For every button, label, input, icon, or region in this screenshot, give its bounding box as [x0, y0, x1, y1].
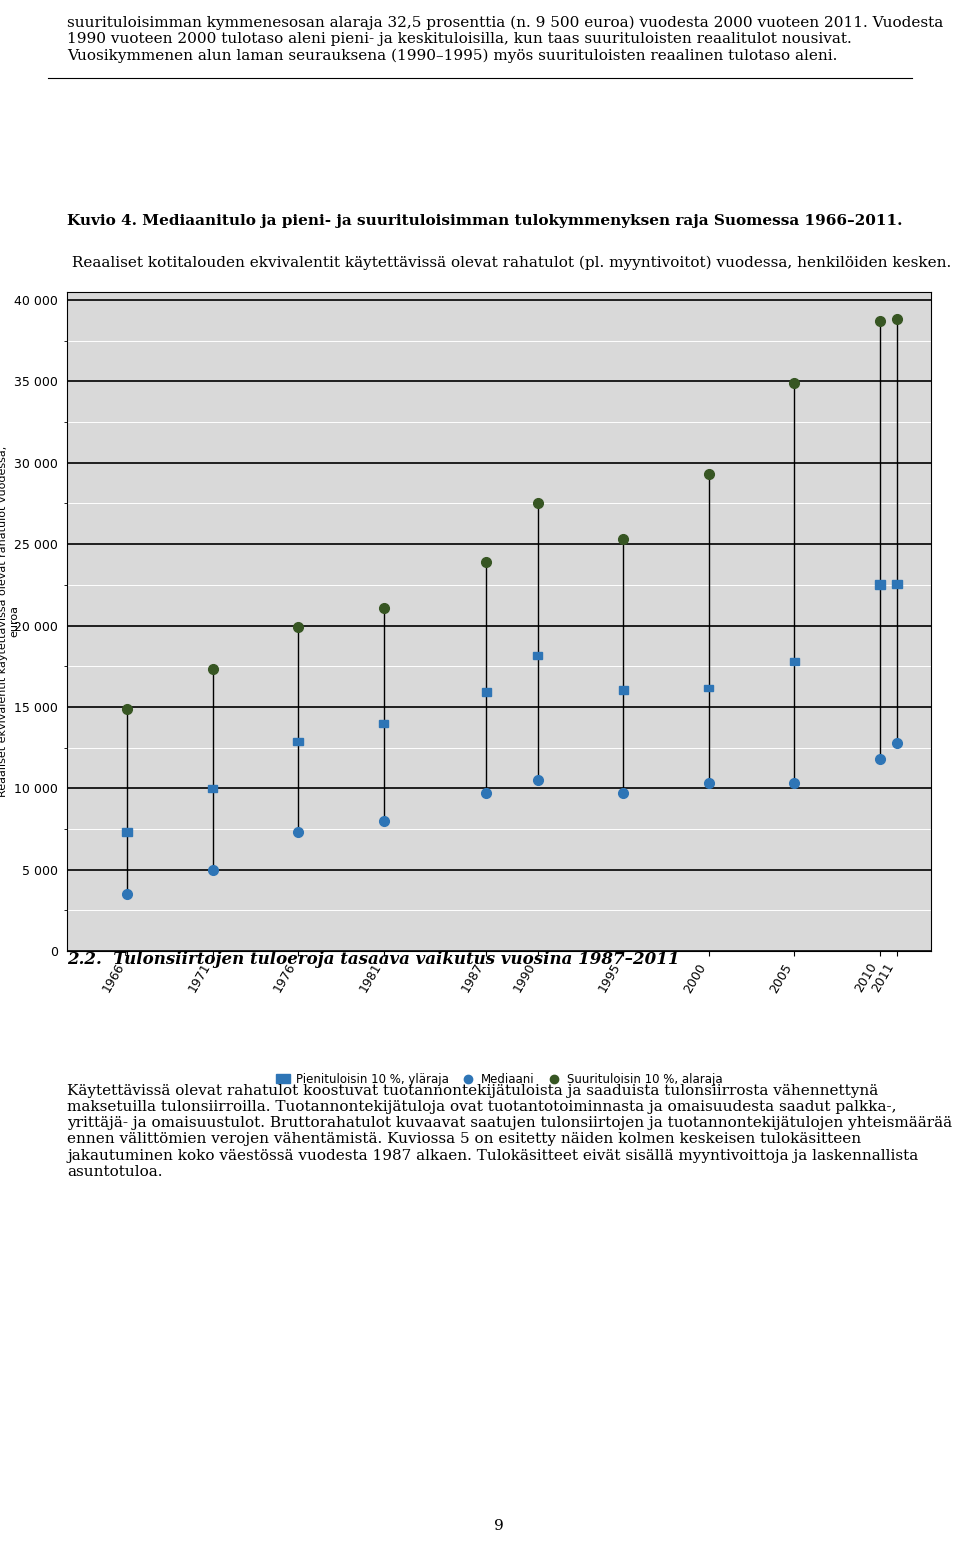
FancyBboxPatch shape — [876, 581, 884, 588]
FancyBboxPatch shape — [122, 828, 132, 836]
FancyBboxPatch shape — [482, 689, 492, 696]
Text: Kuvio 4. Mediaanitulo ja pieni- ja suurituloisimman tulokymmenyksen raja Suomess: Kuvio 4. Mediaanitulo ja pieni- ja suuri… — [67, 214, 902, 228]
Y-axis label: Reaaliset ekvivalentit käytettävissä olevat rahatulot vuodessa,
euroa: Reaaliset ekvivalentit käytettävissä ole… — [0, 446, 19, 797]
Text: Käytettävissä olevat rahatulot koostuvat tuotannontekijätuloista ja saaduista tu: Käytettävissä olevat rahatulot koostuvat… — [67, 1083, 952, 1178]
Legend: Pienituloisin 10 %, yläraja, Mediaani, Suurituloisin 10 %, alaraja: Pienituloisin 10 %, yläraja, Mediaani, S… — [272, 1067, 727, 1091]
FancyBboxPatch shape — [208, 786, 217, 792]
FancyBboxPatch shape — [379, 720, 389, 728]
FancyBboxPatch shape — [294, 737, 302, 745]
Text: Reaaliset kotitalouden ekvivalentit käytettävissä olevat rahatulot (pl. myyntivo: Reaaliset kotitalouden ekvivalentit käyt… — [67, 255, 951, 271]
FancyBboxPatch shape — [533, 651, 542, 659]
FancyBboxPatch shape — [704, 685, 713, 690]
FancyBboxPatch shape — [892, 581, 901, 588]
Text: 2.2.  Tulonsiirtojen tuloeroja tasaava vaikutus vuosina 1987–2011: 2.2. Tulonsiirtojen tuloeroja tasaava va… — [67, 952, 680, 969]
Text: suurituloisimman kymmenesosan alaraja 32,5 prosenttia (n. 9 500 euroa) vuodesta : suurituloisimman kymmenesosan alaraja 32… — [67, 16, 944, 63]
FancyBboxPatch shape — [790, 659, 799, 665]
Text: 9: 9 — [494, 1520, 504, 1534]
FancyBboxPatch shape — [618, 685, 628, 693]
